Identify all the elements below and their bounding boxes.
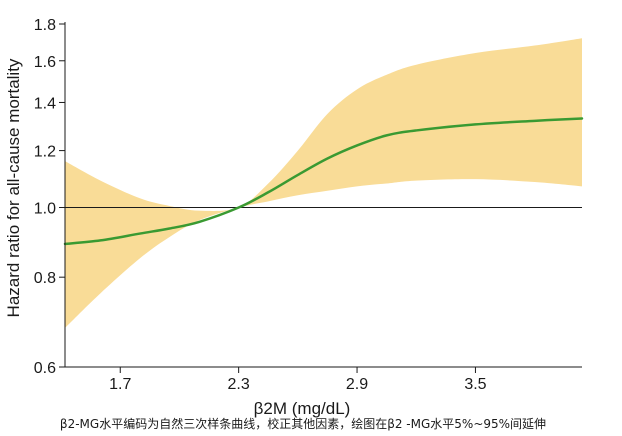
y-tick-label: 0.6 [34, 360, 56, 377]
y-tick-label: 1.0 [34, 201, 56, 218]
y-axis-title: Hazard ratio for all-cause mortality [4, 58, 23, 317]
y-tick-label: 1.8 [34, 17, 56, 34]
plot-area: 0.6 0.8 1.0 1.2 1.4 1.6 1.8 1.7 2.3 2.9 3.5 [34, 17, 584, 393]
x-tick-label: 1.7 [109, 376, 131, 393]
x-axis-title: β2M (mg/dL) [254, 399, 351, 418]
chart-caption: β2-MG水平编码为自然三次样条曲线，校正其他因素，绘图在β2 -MG水平5%~… [60, 416, 546, 431]
y-tick-label: 1.4 [34, 95, 56, 112]
confidence-band [65, 38, 582, 328]
x-tick-label: 2.9 [346, 376, 368, 393]
hazard-ratio-line [63, 117, 584, 246]
y-tick-label: 1.6 [34, 54, 56, 71]
x-tick-label: 2.3 [228, 376, 250, 393]
y-tick-label: 1.2 [34, 144, 56, 161]
x-tick-label: 3.5 [464, 376, 486, 393]
y-tick-label: 0.8 [34, 270, 56, 287]
